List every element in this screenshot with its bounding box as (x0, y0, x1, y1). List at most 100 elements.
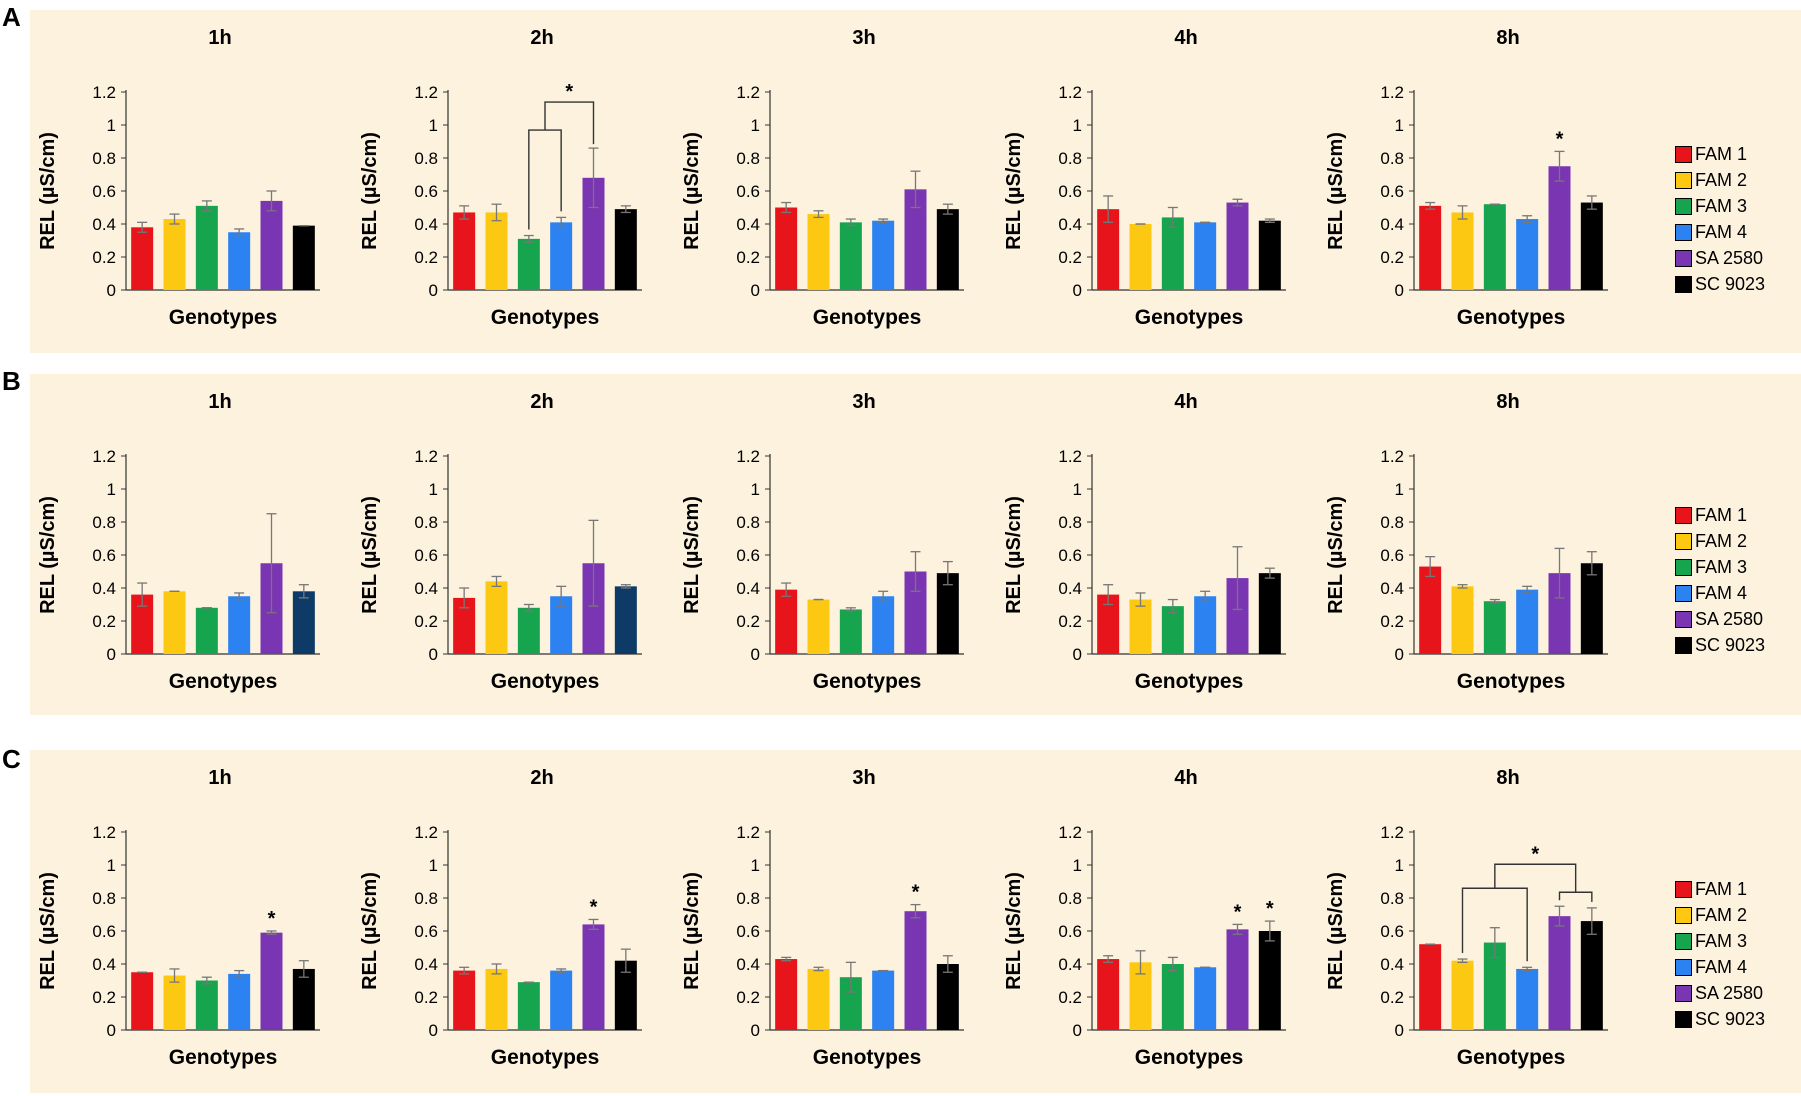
legend-swatch (1675, 506, 1692, 524)
bar-chart: 8h REL (µS/cm) 0 0.2 0.4 0.6 0.8 1 1.2 * Genotypes (1325, 27, 1608, 329)
significance-bracket-right (1558, 891, 1593, 902)
bar-fam-2 (1129, 224, 1152, 290)
y-tick-label: 1 (429, 116, 438, 135)
bar-chart: 3h REL (µS/cm) 0 0.2 0.4 0.6 0.8 1 1.2 * Genotypes (681, 767, 964, 1069)
legend-row-b: FAM 1 FAM 2 FAM 3 FAM 4 SA 2580 SC 9023 (1675, 502, 1795, 658)
bar-fam-4 (1516, 968, 1539, 1030)
x-axis-label: Genotypes (1457, 670, 1566, 693)
chart-panel-a-3h: 3h REL (µS/cm) 0 0.2 0.4 0.6 0.8 1 1.2 Genotypes (674, 12, 994, 347)
y-tick-label: 1.2 (92, 823, 116, 842)
bar-sc-9023 (936, 964, 959, 1030)
y-tick-label: 0.2 (1058, 248, 1082, 267)
y-tick-label: 1 (1073, 856, 1082, 875)
y-tick-label: 0.6 (1380, 182, 1404, 201)
y-tick-label: 1 (1395, 480, 1404, 499)
y-tick-label: 0 (1073, 281, 1082, 300)
bar-sc-9023 (614, 960, 637, 1030)
y-tick-label: 0.8 (414, 513, 438, 532)
y-tick-label: 0.8 (92, 513, 116, 532)
y-axis-label: REL (µS/cm) (359, 132, 381, 250)
legend-item: SA 2580 (1675, 245, 1795, 271)
legend-label: SA 2580 (1695, 608, 1764, 629)
y-tick-label: 1 (1073, 116, 1082, 135)
legend-label: FAM 1 (1695, 504, 1748, 525)
y-tick-label: 0.8 (1058, 889, 1082, 908)
y-tick-label: 0 (1395, 281, 1404, 300)
bar-chart: 2h REL (µS/cm) 0 0.2 0.4 0.6 0.8 1 1.2 * Genotypes (359, 767, 642, 1069)
bar-fam-4 (1516, 589, 1539, 654)
y-axis-label: REL (µS/cm) (681, 132, 703, 250)
y-tick-label: 0.8 (92, 149, 116, 168)
chart-title: 4h (1174, 391, 1197, 413)
bar-chart: 4h REL (µS/cm) 0 0.2 0.4 0.6 0.8 1 1.2 Genotypes (1003, 391, 1286, 693)
bar-chart: 2h REL (µS/cm) 0 0.2 0.4 0.6 0.8 1 1.2 * Genotypes (359, 27, 642, 329)
bar-fam-2 (163, 219, 186, 290)
y-tick-label: 0 (751, 281, 760, 300)
bar-fam-4 (550, 970, 573, 1030)
y-tick-label: 0.8 (414, 149, 438, 168)
y-tick-label: 0 (429, 281, 438, 300)
y-tick-label: 0.4 (736, 579, 760, 598)
bar-sa-2580 (582, 177, 605, 290)
y-tick-label: 0.6 (736, 922, 760, 941)
y-tick-label: 0.2 (736, 988, 760, 1007)
chart-title: 2h (530, 391, 553, 413)
row-b-background (30, 374, 1801, 715)
row-label-b: B (2, 366, 21, 396)
y-tick-label: 0.6 (414, 922, 438, 941)
significance-star: * (268, 908, 276, 930)
bar-fam-2 (1451, 586, 1474, 654)
y-axis-label: REL (µS/cm) (681, 872, 703, 990)
y-tick-label: 0.6 (1380, 922, 1404, 941)
chart-title: 2h (530, 767, 553, 789)
legend-swatch (1675, 906, 1692, 924)
x-axis-label: Genotypes (1135, 1046, 1244, 1069)
bar-sc-9023 (1580, 202, 1603, 290)
y-tick-label: 0.2 (1380, 988, 1404, 1007)
legend-label: FAM 4 (1695, 221, 1748, 242)
bar-chart: 3h REL (µS/cm) 0 0.2 0.4 0.6 0.8 1 1.2 Genotypes (681, 27, 964, 329)
legend-label: SC 9023 (1695, 1008, 1766, 1029)
y-tick-label: 1 (1395, 856, 1404, 875)
legend-item: FAM 4 (1675, 580, 1795, 606)
y-tick-label: 1 (1073, 480, 1082, 499)
y-tick-label: 0.2 (92, 988, 116, 1007)
bar-fam-2 (163, 591, 186, 654)
bar-sc-9023 (614, 586, 637, 654)
legend-swatch (1675, 1010, 1692, 1028)
x-axis-label: Genotypes (169, 1046, 278, 1069)
bar-chart: 1h REL (µS/cm) 0 0.2 0.4 0.6 0.8 1 1.2 Genotypes (37, 27, 320, 329)
x-axis-label: Genotypes (491, 1046, 600, 1069)
y-tick-label: 1 (107, 480, 116, 499)
y-tick-label: 0 (107, 281, 116, 300)
bar-fam-1 (453, 970, 476, 1030)
chart-title: 1h (208, 391, 231, 413)
y-tick-label: 0.4 (414, 955, 438, 974)
legend-label: SC 9023 (1695, 634, 1766, 655)
chart-title: 4h (1174, 767, 1197, 789)
y-tick-label: 0.2 (736, 612, 760, 631)
bar-fam-2 (1451, 960, 1474, 1030)
y-axis-label: REL (µS/cm) (1325, 132, 1347, 250)
legend-label: FAM 3 (1695, 195, 1748, 216)
bar-fam-4 (872, 970, 895, 1030)
y-tick-label: 0 (1395, 645, 1404, 664)
legend-swatch (1675, 197, 1692, 215)
y-tick-label: 0 (1395, 1021, 1404, 1040)
bar-fam-1 (1097, 209, 1120, 290)
y-tick-label: 1 (107, 116, 116, 135)
bar-sa-2580 (904, 189, 927, 290)
y-tick-label: 1.2 (414, 447, 438, 466)
legend-label: FAM 4 (1695, 582, 1748, 603)
bar-sa-2580 (582, 924, 605, 1030)
bar-sc-9023 (1258, 573, 1281, 654)
chart-panel-b-1h: 1h REL (µS/cm) 0 0.2 0.4 0.6 0.8 1 1.2 Genotypes (30, 376, 350, 711)
legend-label: FAM 3 (1695, 556, 1748, 577)
bar-fam-3 (1161, 606, 1184, 654)
y-tick-label: 0.4 (92, 579, 116, 598)
chart-title: 2h (530, 27, 553, 49)
bar-fam-2 (807, 968, 830, 1030)
y-tick-label: 0.2 (1058, 612, 1082, 631)
bar-fam-4 (550, 222, 573, 290)
legend-label: FAM 3 (1695, 930, 1748, 951)
